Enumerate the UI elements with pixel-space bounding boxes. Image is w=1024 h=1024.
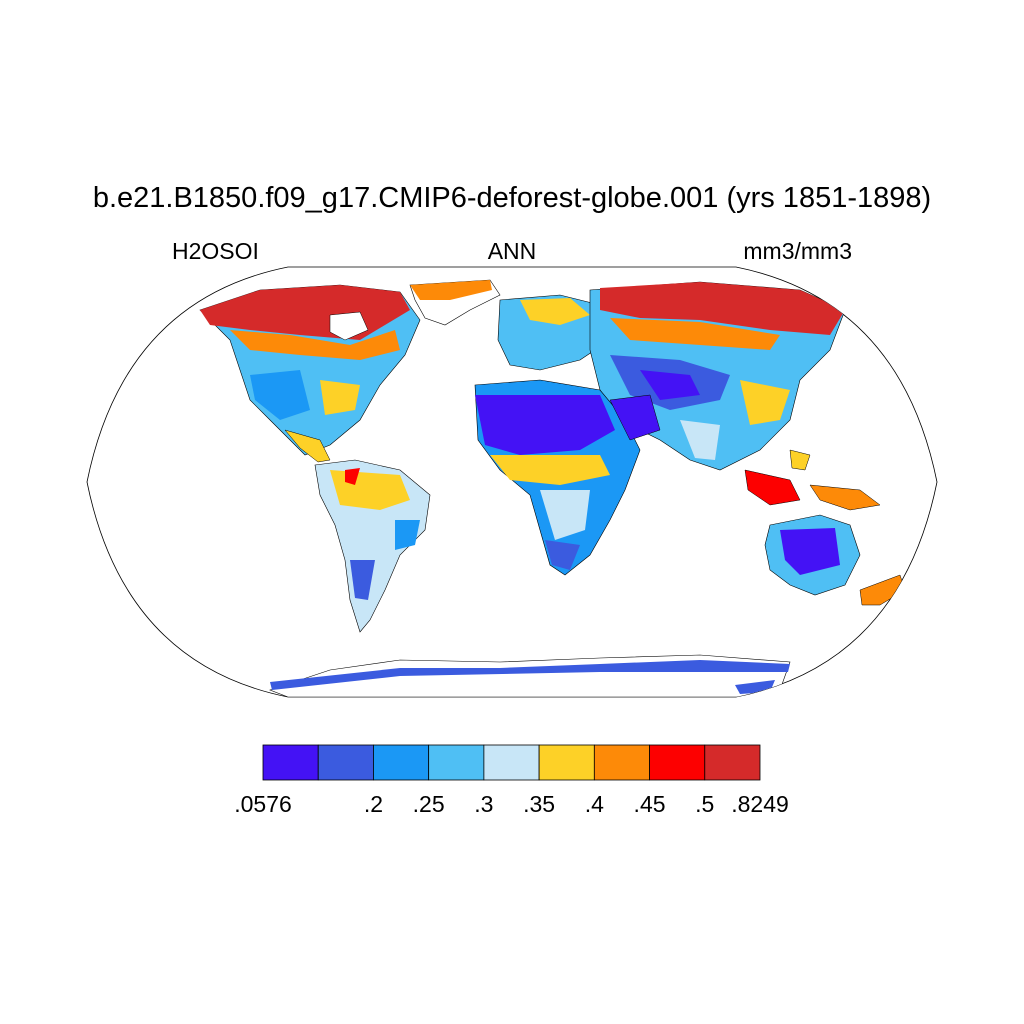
colorbar-label: .4 <box>584 791 604 817</box>
greenland-landmass <box>409 279 501 326</box>
colorbar-swatch <box>317 744 374 781</box>
colorbar-label: .0576 <box>234 791 292 817</box>
colorbar-label: .45 <box>633 791 666 817</box>
colorbar-label: .5 <box>695 791 715 817</box>
colorbar-swatch <box>483 744 540 781</box>
colorbar-swatch <box>373 744 430 781</box>
australia-landmass <box>764 514 906 606</box>
maritime-southeast-asia <box>744 449 881 511</box>
colorbar <box>262 744 761 781</box>
colorbar-swatch <box>704 744 761 781</box>
variable-label: H2OSOI <box>172 238 259 264</box>
units-label: mm3/mm3 <box>743 238 852 264</box>
season-label: ANN <box>487 238 537 264</box>
europe-landmass <box>497 294 611 371</box>
colorbar-swatch <box>593 744 650 781</box>
colorbar-label: .3 <box>474 791 494 817</box>
colorbar-label: .2 <box>363 791 384 817</box>
colorbar-label: .25 <box>412 791 445 817</box>
colorbar-swatch <box>538 744 595 781</box>
colorbar-swatch <box>428 744 485 781</box>
north-america-landmass <box>199 284 421 463</box>
africa-landmass <box>474 379 661 576</box>
south-america-landmass <box>314 459 431 633</box>
colorbar-swatch <box>262 744 319 781</box>
colorbar-swatch <box>649 744 706 781</box>
colorbar-label: .8249 <box>731 791 789 817</box>
colorbar-label: .35 <box>523 791 556 817</box>
map-title: b.e21.B1850.f09_g17.CMIP6-deforest-globe… <box>92 182 932 214</box>
